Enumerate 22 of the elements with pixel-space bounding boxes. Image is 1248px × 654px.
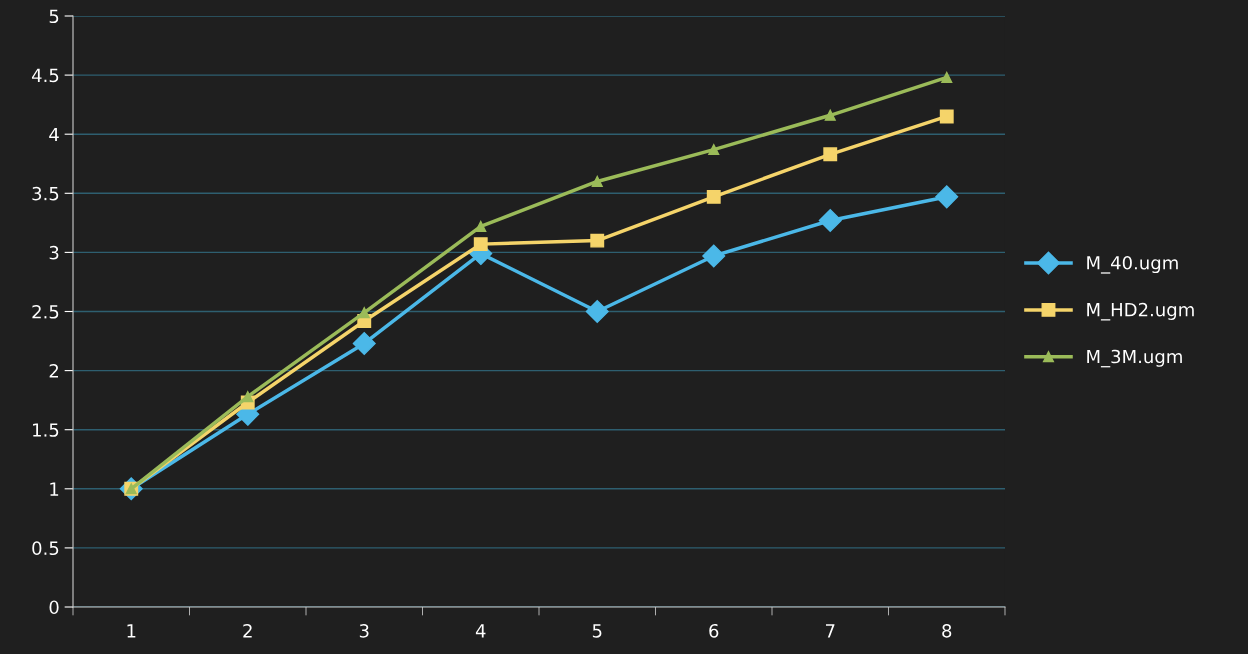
x-tick-label: 7: [825, 624, 835, 638]
legend-label: M_HD2.ugm: [1087, 302, 1194, 321]
y-tick-label: 4.5: [31, 68, 59, 83]
y-tick-label: 5: [49, 9, 59, 24]
y-tick-label: 3: [49, 245, 59, 260]
y-tick-label: 4: [49, 127, 59, 142]
x-tick-label: 8: [942, 623, 952, 638]
x-tick-label: 4: [475, 624, 486, 638]
y-tick-label: 0.5: [32, 541, 59, 556]
legend-label: M_40.ugm: [1087, 255, 1178, 274]
x-tick-label: 2: [243, 623, 252, 638]
y-tick-label: 1: [50, 482, 59, 496]
legend-label: M_3M.ugm: [1087, 349, 1182, 368]
y-tick-label: 3.5: [32, 186, 59, 201]
x-tick-label: 1: [127, 624, 136, 638]
x-tick-label: 3: [359, 623, 369, 638]
y-tick-label: 2.5: [32, 304, 59, 319]
y-tick-label: 1.5: [33, 423, 59, 437]
x-tick-label: 6: [709, 623, 719, 638]
x-tick-label: 5: [592, 624, 602, 638]
y-tick-label: 0: [49, 600, 59, 615]
y-tick-label: 2: [49, 364, 58, 378]
